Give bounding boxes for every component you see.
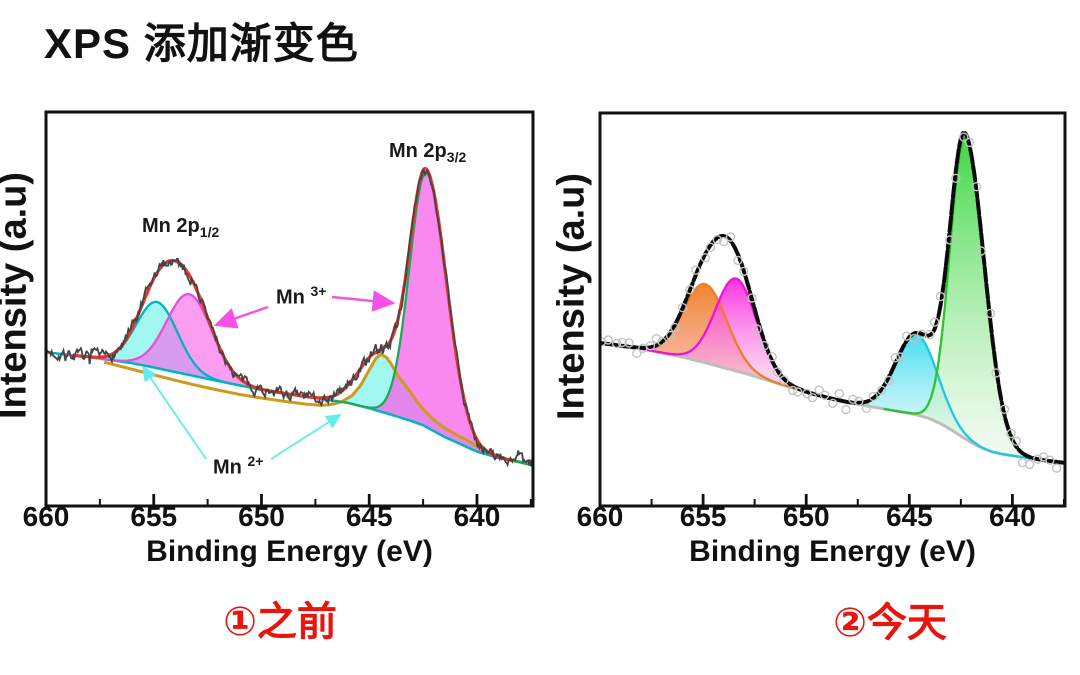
peak-fill-mn3-2p1-2 [641, 278, 831, 399]
x-tick-label: 645 [886, 501, 933, 532]
envelope-fit-line [601, 129, 1064, 465]
label-mn2p32: Mn 2p3/2 [389, 140, 467, 165]
label-mn3plus: Mn 3+ [276, 283, 327, 309]
x-tick-label: 655 [680, 501, 727, 532]
plot-frame [598, 111, 1067, 508]
plot-frame [44, 110, 535, 508]
page-title: XPS 添加渐变色 [44, 20, 359, 67]
peak-fill-mn2-2p3-2 [336, 354, 508, 460]
x-tick-label: 655 [130, 501, 177, 532]
x-tick-label: 650 [238, 501, 285, 532]
x-tick-label: 660 [23, 501, 70, 532]
caption-before: ①之前 [223, 600, 337, 644]
peak-fill-mn3-2p3-2 [349, 172, 521, 462]
x-tick-label: 650 [783, 501, 830, 532]
raw-data-points [601, 132, 1062, 473]
xps-chart-today: 660 655 650 645 640 [577, 111, 1067, 532]
raw-data-trace [47, 167, 532, 468]
peak-fill-mn2-2p3-2 [821, 334, 1012, 456]
label-mn2plus: Mn 2+ [213, 453, 264, 479]
peak-fill-mn3-2p3-2 [897, 137, 1056, 462]
caption-today: ②今天 [833, 601, 947, 645]
x-tick-label: 640 [454, 501, 501, 532]
x-tick-label: 645 [346, 501, 393, 532]
x-axis-label-before: Binding Energy (eV) [146, 535, 433, 568]
x-tick-label: 640 [989, 501, 1036, 532]
peak-fill-mn3-2p1-2 [85, 294, 294, 395]
label-mn2p12: Mn 2p1/2 [142, 215, 220, 240]
xps-chart-before: 660 655 650 645 640 [23, 110, 535, 532]
x-tick-label: 660 [577, 501, 624, 532]
x-axis-label-today: Binding Energy (eV) [689, 535, 976, 568]
